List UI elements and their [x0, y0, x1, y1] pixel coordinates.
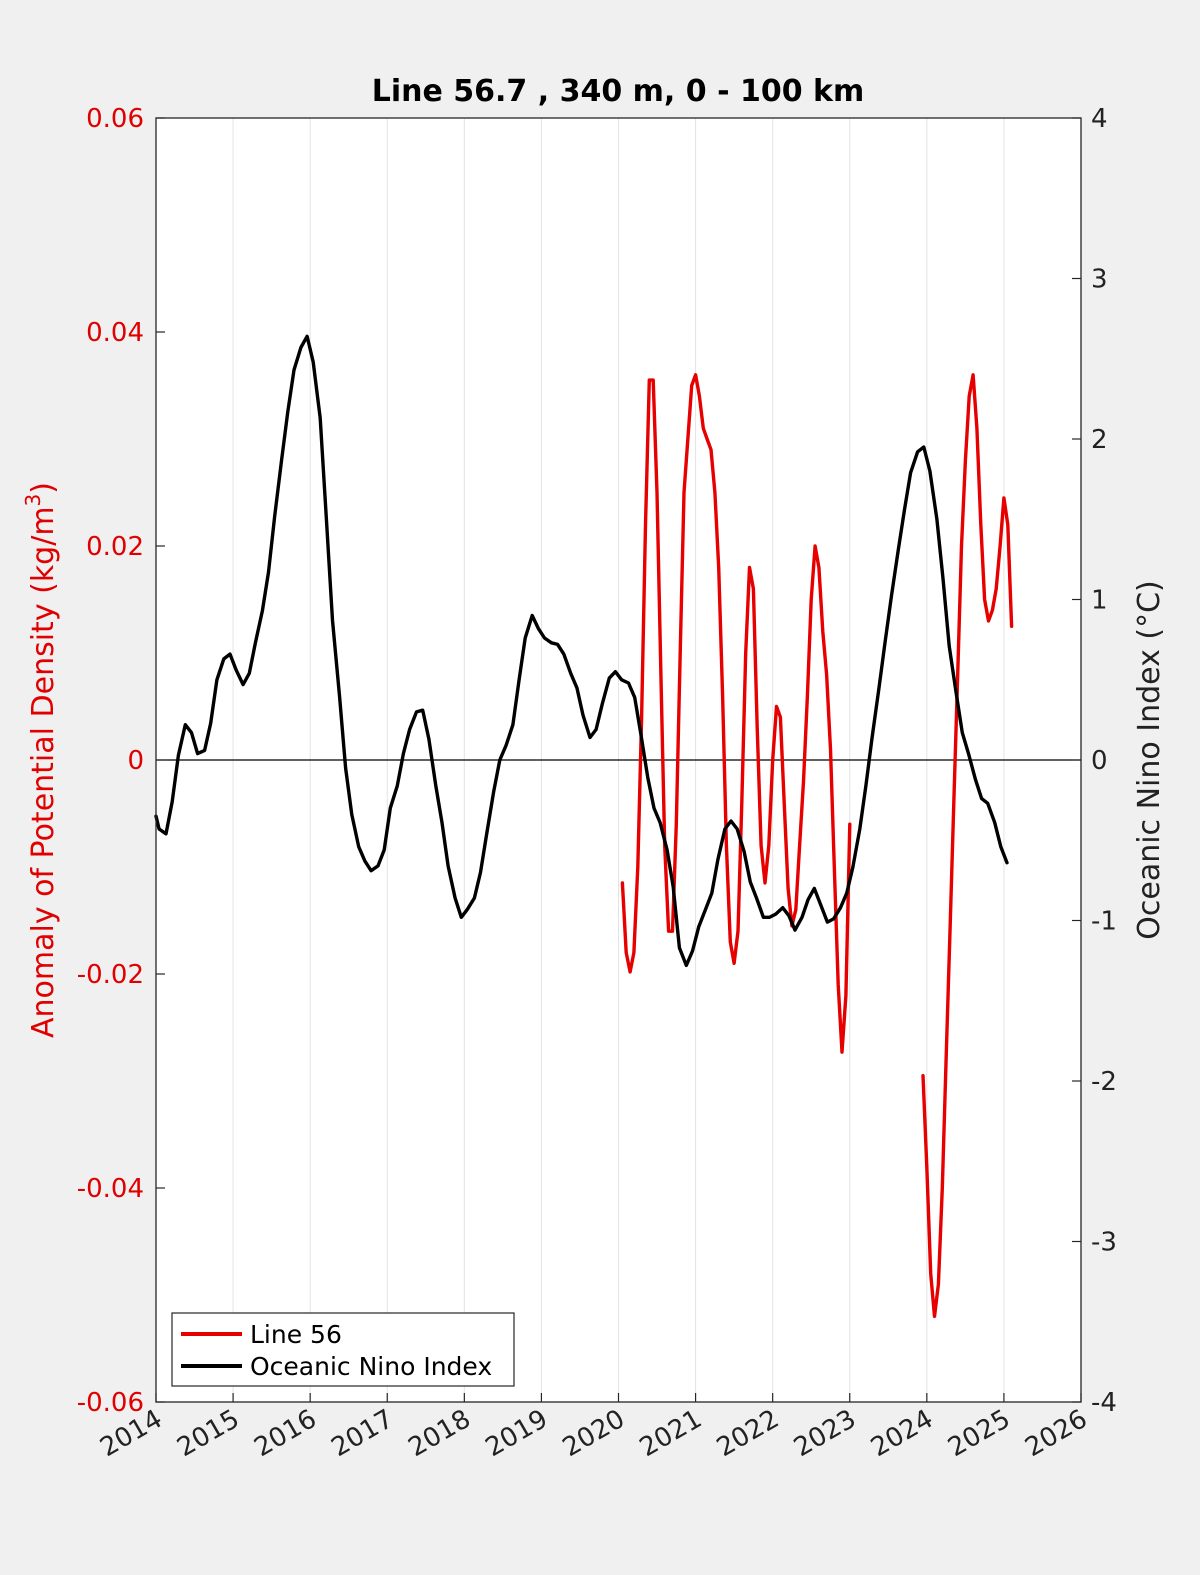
chart-title: Line 56.7 , 340 m, 0 - 100 km: [372, 74, 865, 109]
y-right-tick-label: -3: [1091, 1228, 1117, 1258]
y-left-tick-label: -0.04: [77, 1174, 144, 1204]
legend-box: [171, 1312, 515, 1387]
series-lines: [154, 334, 1014, 1319]
y-left-tick-label: -0.06: [77, 1388, 144, 1418]
y-right-tick-label: 3: [1091, 265, 1108, 295]
series-oni-line: [154, 334, 1009, 968]
y-right-tick-label: 4: [1091, 104, 1108, 134]
y-left-tick-label: -0.02: [77, 960, 144, 990]
legend-label-oni: Oceanic Nino Index: [250, 1352, 492, 1381]
y-axis-left-label: Anomaly of Potential Density (kg/m3): [21, 482, 61, 1038]
y-left-tick-label: 0.02: [86, 532, 144, 562]
legend: Line 56 Oceanic Nino Index: [171, 1312, 515, 1387]
y-right-tick-label: 1: [1091, 586, 1108, 616]
legend-label-line56: Line 56: [250, 1320, 342, 1349]
y-left-tick-label: 0.06: [86, 104, 144, 134]
y-right-tick-label: 0: [1091, 746, 1108, 776]
y-right-tick-label: -1: [1091, 907, 1117, 937]
y-right-tick-label: 2: [1091, 425, 1108, 455]
series-line56-line: [921, 373, 1014, 1319]
y-left-tick-label: 0.04: [86, 318, 144, 348]
y-right-tick-label: -4: [1091, 1388, 1117, 1418]
y-axis-right-label: Oceanic Nino Index (°C): [1132, 580, 1167, 940]
series-line56-line: [620, 373, 852, 1054]
y-right-tick-label: -2: [1091, 1067, 1117, 1097]
y-left-tick-label: 0: [127, 746, 144, 776]
